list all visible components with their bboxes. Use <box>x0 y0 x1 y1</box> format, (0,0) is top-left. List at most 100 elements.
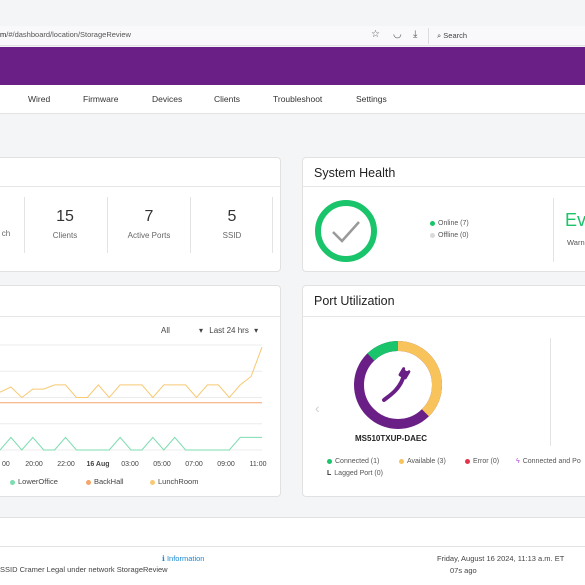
health-divider <box>553 198 554 262</box>
x-tick-label: 00 <box>2 461 10 468</box>
legend-dot-icon <box>10 479 15 485</box>
series-line-lunchroom <box>0 346 263 399</box>
legend-lunch-room-label: LunchRoom <box>158 477 199 486</box>
port-utilization-title: Port Utilization <box>314 294 395 308</box>
chevron-down-icon: ▾ <box>254 326 259 335</box>
stat-partial: ch <box>0 224 12 238</box>
x-tick-label: 22:00 <box>57 461 75 468</box>
health-check-icon <box>315 200 377 262</box>
stat-partial-label: ch <box>1 229 11 238</box>
carousel-prev-icon[interactable]: ‹ <box>315 400 320 416</box>
stat-active-ports-label: Active Ports <box>127 231 171 240</box>
notification-footer: SSID Cramer Legal under network StorageR… <box>0 546 585 585</box>
browser-search-input[interactable]: ⌕ Search <box>428 28 585 44</box>
health-offline-label: Offline (0) <box>438 232 469 239</box>
url-bar[interactable]: m/#/dashboard/location/StorageReview <box>0 30 131 39</box>
legend-dot-icon <box>86 479 91 485</box>
port-device-name[interactable]: MS510TXUP-DAEC <box>355 434 428 443</box>
stat-active-ports[interactable]: 7 Active Ports <box>118 208 180 240</box>
health-online-label: Online (7) <box>438 220 469 227</box>
legend-back-hall[interactable]: BackHall <box>86 477 124 486</box>
nav-item-troubleshoot[interactable]: Troubleshoot <box>273 94 323 104</box>
lagged-port-icon: L <box>327 470 332 477</box>
ethernet-cable-icon <box>382 367 411 402</box>
stat-divider <box>272 197 273 253</box>
legend-lunch-room[interactable]: LunchRoom <box>150 477 198 486</box>
legend-connected-label: Connected (1) <box>335 458 380 465</box>
legend-lower-office-label: LowerOffice <box>18 477 58 486</box>
health-warning-label: Warn <box>567 238 585 247</box>
x-tick-label: 07:00 <box>185 461 203 468</box>
stat-clients-value: 15 <box>56 208 74 225</box>
brand-header <box>0 47 585 85</box>
nav-item-clients[interactable]: Clients <box>214 94 240 104</box>
x-tick-label: 03:00 <box>121 461 139 468</box>
pocket-icon[interactable]: ◡ <box>393 29 402 40</box>
filter-all-label: All <box>161 326 170 335</box>
footer-info-label: Information <box>166 554 205 563</box>
filter-all-dropdown[interactable]: All <box>161 326 170 335</box>
nav-item-firmware[interactable]: Firmware <box>83 94 119 104</box>
offline-dot-icon <box>430 232 435 238</box>
traffic-chart: 00 20:00 22:00 16 Aug 03:00 05:00 07:00 09:00 11… <box>0 344 267 468</box>
x-tick-label: 05:00 <box>153 461 171 468</box>
bottom-panel <box>0 517 585 547</box>
nav-item-wired[interactable]: Wired <box>28 94 51 104</box>
system-health-card: System Health Online (7) Offline (0) Ev … <box>302 157 585 272</box>
legend-connected-poe-label: Connected and Po <box>522 458 581 465</box>
x-tick-label: 20:00 <box>25 461 43 468</box>
card-divider <box>303 186 585 187</box>
legend-dot-icon <box>150 479 155 485</box>
nav-item-devices[interactable]: Devices <box>152 94 183 104</box>
nav-item-settings[interactable]: Settings <box>356 94 387 104</box>
overview-card <box>0 157 281 272</box>
x-tick-label: 11:00 <box>250 461 267 468</box>
legend-lower-office[interactable]: LowerOffice <box>10 477 58 486</box>
filter-time-label: Last 24 hrs <box>209 326 249 335</box>
url-host: m <box>0 30 7 39</box>
traffic-chart-card: All ▾ Last 24 hrs ▾ <box>0 285 281 497</box>
donut-connected-segment <box>354 341 442 429</box>
system-health-title: System Health <box>314 166 396 180</box>
stat-divider <box>107 197 108 253</box>
port-donut-chart <box>354 341 442 429</box>
stat-divider <box>190 197 191 253</box>
browser-toolbar: m/#/dashboard/location/StorageReview ☆ ◡… <box>0 26 585 46</box>
health-online: Online (7) <box>430 220 469 227</box>
legend-available-label: Available (3) <box>407 458 446 465</box>
legend-lagged-label: Lagged Port (0) <box>334 470 383 477</box>
health-event-status: Ev <box>565 210 585 230</box>
search-placeholder: Search <box>443 31 468 40</box>
main-nav: Wired Firmware Devices Clients Troublesh… <box>0 85 585 114</box>
legend-lagged: L Lagged Port (0) <box>327 470 383 477</box>
url-path: /#/dashboard/location/StorageReview <box>6 30 131 39</box>
legend-error: Error (0) <box>465 458 499 465</box>
stat-ssid-value: 5 <box>227 208 237 225</box>
filter-time-dropdown[interactable]: ▾ Last 24 hrs ▾ <box>199 326 258 335</box>
bookmark-star-icon[interactable]: ☆ <box>371 29 380 40</box>
legend-available: Available (3) <box>399 458 446 465</box>
x-tick-label: 09:00 <box>217 461 235 468</box>
footer-ago: 07s ago <box>450 566 477 575</box>
health-offline: Offline (0) <box>430 232 469 239</box>
online-dot-icon <box>430 220 435 226</box>
stat-ssid-label: SSID <box>222 231 242 240</box>
stat-clients[interactable]: 15 Clients <box>36 208 94 240</box>
stat-active-ports-value: 7 <box>144 208 154 225</box>
stat-divider <box>24 197 25 253</box>
info-icon: ℹ <box>162 554 165 563</box>
footer-message: SSID Cramer Legal under network StorageR… <box>0 565 168 574</box>
legend-back-hall-label: BackHall <box>94 477 124 486</box>
footer-info-link[interactable]: ℹ Information <box>162 554 204 563</box>
series-line-loweroffice <box>0 436 262 451</box>
download-icon[interactable]: ⤓ <box>413 29 418 40</box>
card-divider <box>0 186 280 187</box>
card-divider <box>303 316 585 317</box>
stat-ssid[interactable]: 5 SSID <box>203 208 261 240</box>
x-tick-label: 16 Aug <box>86 461 109 468</box>
card-divider <box>0 316 280 317</box>
poe-bolt-icon: ϟ <box>516 458 520 465</box>
legend-error-label: Error (0) <box>473 458 500 465</box>
legend-connected-poe: ϟ Connected and Po <box>516 458 581 465</box>
footer-datetime: Friday, August 16 2024, 11:13 a.m. ET <box>437 554 565 563</box>
